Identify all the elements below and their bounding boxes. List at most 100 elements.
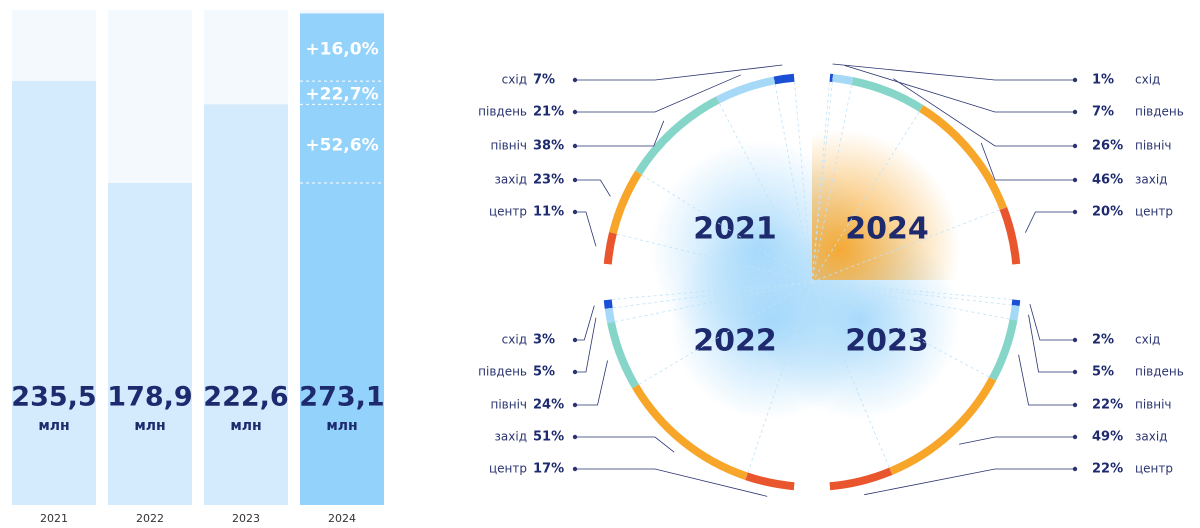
leader-dot bbox=[572, 209, 578, 215]
radial-guide bbox=[773, 80, 813, 283]
arc-segment bbox=[773, 73, 795, 85]
x-tick-label: 2021 bbox=[40, 512, 68, 525]
radial-guide bbox=[811, 80, 853, 283]
percent-label: 20% bbox=[1092, 205, 1123, 220]
region-label: захід bbox=[1135, 173, 1167, 187]
percent-label: 26% bbox=[1092, 139, 1123, 154]
radial-guide bbox=[717, 99, 813, 283]
leader-line bbox=[980, 142, 1075, 181]
radial-guide bbox=[607, 281, 813, 301]
radial-guide bbox=[811, 281, 892, 472]
leader-line bbox=[1028, 314, 1075, 373]
bar bbox=[12, 81, 96, 505]
leader-line bbox=[1018, 354, 1075, 406]
arc-segment bbox=[715, 76, 776, 104]
arc-segment bbox=[999, 207, 1021, 265]
region-label: захід bbox=[1135, 430, 1167, 444]
region-label: південь bbox=[1135, 365, 1184, 379]
radial-guide bbox=[638, 172, 813, 283]
radial-guide bbox=[811, 281, 993, 380]
leader-dot bbox=[1072, 109, 1078, 115]
percent-label: 24% bbox=[533, 398, 564, 413]
value-label: 178,9 bbox=[107, 382, 192, 413]
radial-guide bbox=[746, 281, 813, 477]
radial-guide bbox=[811, 281, 1017, 301]
leader-dot bbox=[572, 337, 578, 343]
x-tick-label: 2022 bbox=[136, 512, 164, 525]
leader-dot bbox=[572, 434, 578, 440]
region-label: схід bbox=[502, 73, 527, 87]
percent-label: 2% bbox=[1092, 333, 1114, 348]
percent-label: 17% bbox=[533, 462, 564, 477]
value-label: 235,5 bbox=[11, 382, 96, 413]
leader-dot bbox=[1072, 402, 1078, 408]
leader-line bbox=[575, 179, 611, 197]
x-tick-label: 2024 bbox=[328, 512, 356, 525]
arc-segment bbox=[603, 299, 613, 309]
leader-line bbox=[575, 468, 768, 497]
growth-label: +52,6% bbox=[305, 136, 378, 156]
arc-segment bbox=[635, 96, 720, 175]
bar bbox=[108, 182, 192, 506]
radial-guide bbox=[811, 281, 1014, 321]
arc-segment bbox=[989, 318, 1018, 381]
region-label: північ bbox=[490, 139, 527, 153]
arc-segment bbox=[609, 170, 642, 235]
leader-line bbox=[575, 317, 597, 373]
radial-guide bbox=[811, 208, 1004, 283]
leader-line bbox=[844, 65, 1075, 113]
radial-guide bbox=[811, 281, 1016, 306]
arc-segment bbox=[1011, 299, 1021, 307]
arc-segment bbox=[603, 232, 617, 265]
arc-segment bbox=[829, 467, 893, 491]
value-label: 273,1 bbox=[299, 382, 384, 413]
region-label: центр bbox=[1135, 462, 1173, 476]
arc-segment bbox=[1009, 305, 1020, 321]
radial-guide bbox=[608, 281, 813, 309]
leader-dot bbox=[572, 466, 578, 472]
leader-line bbox=[575, 74, 741, 113]
year-label: 2024 bbox=[845, 212, 929, 247]
leader-line bbox=[575, 64, 783, 81]
region-label: північ bbox=[1135, 139, 1172, 153]
arc-segment bbox=[607, 321, 640, 389]
percent-label: 1% bbox=[1092, 73, 1114, 88]
arc-segment bbox=[889, 376, 997, 475]
leader-line bbox=[575, 211, 597, 247]
region-label: південь bbox=[478, 105, 527, 119]
x-tick-label: 2023 bbox=[232, 512, 260, 525]
region-label: південь bbox=[1135, 105, 1184, 119]
percent-label: 5% bbox=[1092, 365, 1114, 380]
arc-segment bbox=[832, 74, 854, 85]
percent-label: 11% bbox=[533, 205, 564, 220]
unit-label: млн bbox=[230, 418, 261, 434]
growth-label: +22,7% bbox=[305, 85, 378, 105]
region-label: південь bbox=[478, 365, 527, 379]
percent-label: 7% bbox=[1092, 105, 1114, 120]
leader-dot bbox=[572, 402, 578, 408]
region-label: центр bbox=[1135, 205, 1173, 219]
leader-line bbox=[1025, 211, 1075, 233]
year-label: 2023 bbox=[845, 324, 929, 359]
percent-label: 38% bbox=[533, 139, 564, 154]
unit-label: млн bbox=[134, 418, 165, 434]
radial-guide bbox=[793, 77, 813, 283]
region-label: захід bbox=[495, 173, 527, 187]
leader-dot bbox=[1072, 143, 1078, 149]
leader-line bbox=[1029, 304, 1075, 341]
percent-label: 22% bbox=[1092, 462, 1123, 477]
region-label: центр bbox=[489, 462, 527, 476]
bar bbox=[204, 104, 288, 505]
bar bbox=[300, 13, 384, 505]
value-label: 222,6 bbox=[203, 382, 288, 413]
leader-dot bbox=[1072, 369, 1078, 375]
leader-dot bbox=[572, 77, 578, 83]
leader-dot bbox=[1072, 434, 1078, 440]
percent-label: 49% bbox=[1092, 430, 1123, 445]
region-label: захід bbox=[495, 430, 527, 444]
unit-label: млн bbox=[326, 418, 357, 434]
region-label: північ bbox=[1135, 398, 1172, 412]
leader-dot bbox=[1072, 77, 1078, 83]
region-label: схід bbox=[502, 333, 527, 347]
